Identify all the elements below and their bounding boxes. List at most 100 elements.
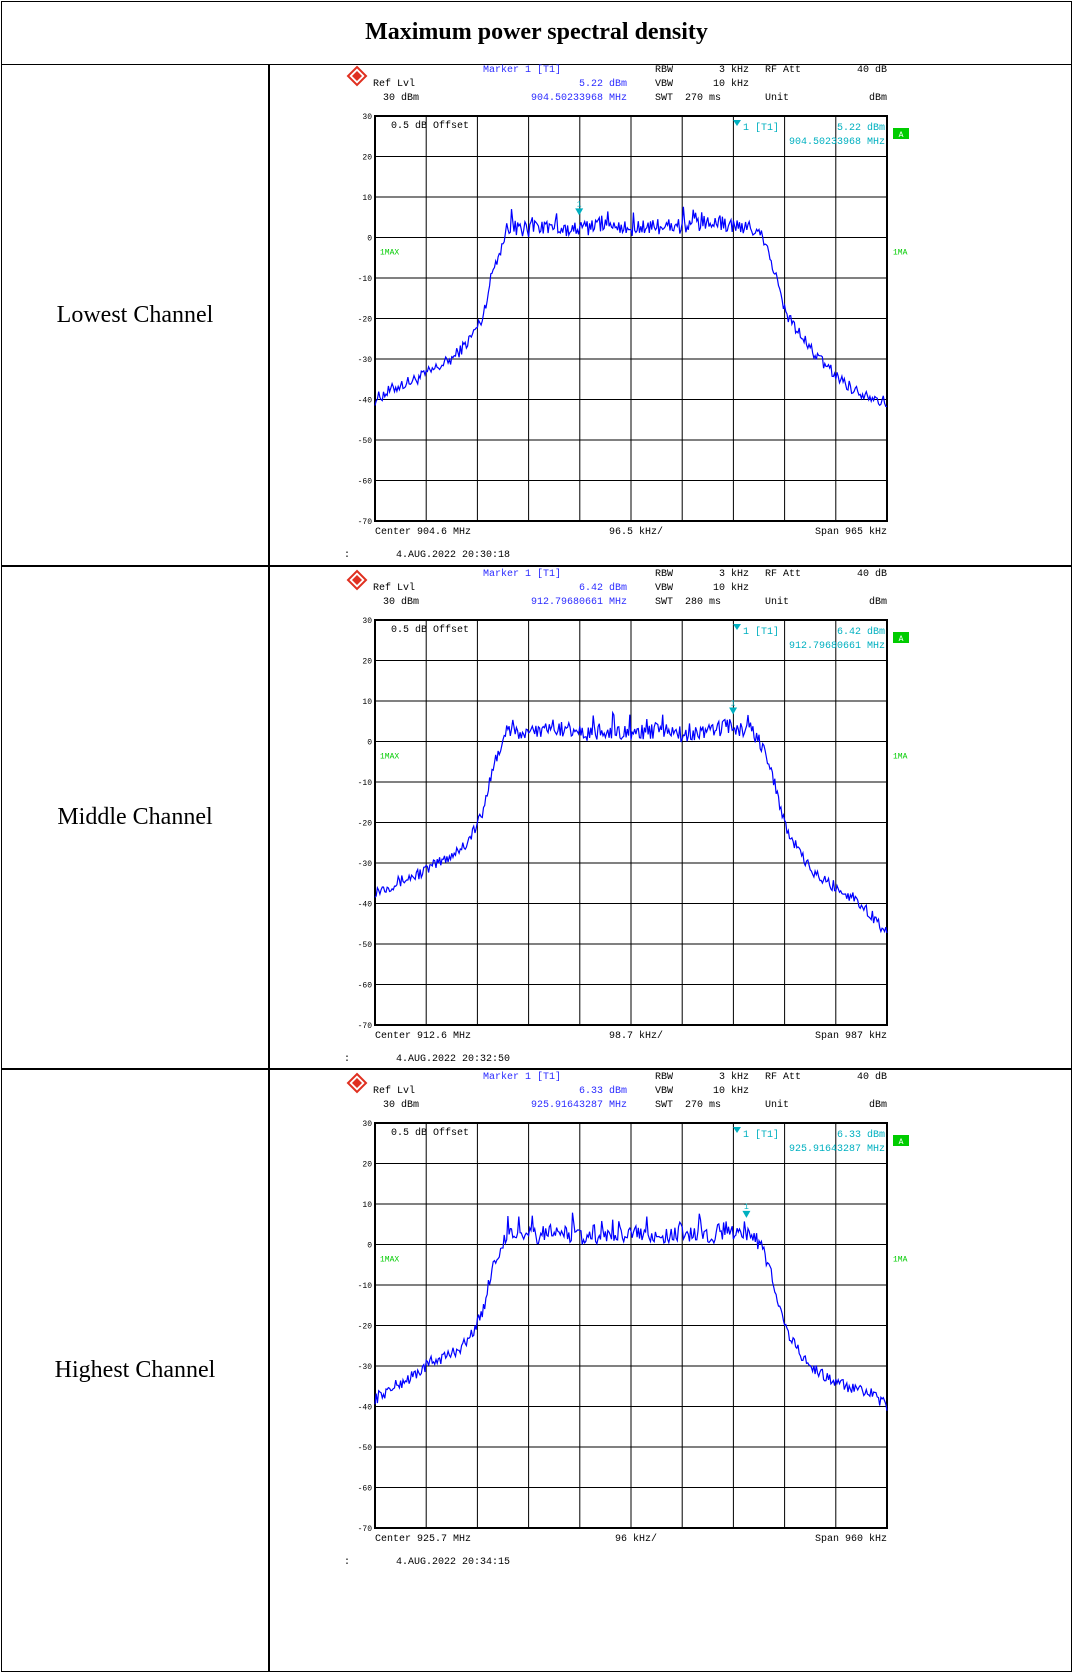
marker-level: 5.22 dBm (579, 78, 627, 90)
y-tick-label: -30 (358, 860, 373, 869)
trace-label-left: 1MAX (380, 753, 399, 762)
y-tick-label: -40 (358, 901, 373, 910)
y-tick-label: 10 (362, 698, 372, 707)
marker-readout-tag: 1 [T1] (743, 626, 779, 638)
y-tick-label: 10 (362, 194, 372, 203)
rf-att-value: 40 dB (857, 1071, 887, 1083)
marker-readout-freq: 904.50233968 MHz (789, 137, 885, 148)
marker-level: 6.42 dBm (579, 582, 627, 594)
offset-label: 0.5 dB Offset (391, 1127, 469, 1139)
trace-marker-number: 1 (744, 1203, 749, 1212)
trace-marker-number: 1 (731, 699, 736, 708)
date-value: 4.AUG.2022 20:30:18 (396, 550, 510, 561)
marker-readout-tag: 1 [T1] (743, 1129, 779, 1141)
y-tick-label: 20 (362, 1161, 372, 1170)
y-tick-label: 30 (362, 113, 372, 122)
y-tick-label: 20 (362, 154, 372, 163)
unit-label: Unit (765, 92, 789, 104)
vbw-label: VBW (655, 583, 673, 594)
marker-freq: 912.79680661 MHz (531, 597, 627, 608)
y-tick-label: -60 (358, 478, 373, 487)
y-tick-label: -50 (358, 941, 373, 950)
y-tick-label: -30 (358, 356, 373, 365)
swt-value: 280 ms (685, 597, 721, 608)
trace-label-right: 1MA (893, 753, 908, 762)
y-tick-label: -70 (358, 1022, 373, 1031)
unit-value: dBm (869, 92, 887, 104)
ref-lvl-value: 30 dBm (383, 596, 419, 608)
column-divider (268, 65, 270, 1672)
ref-lvl-label: Ref Lvl (373, 582, 415, 594)
trace-label-left: 1MAX (380, 1256, 399, 1265)
vbw-value: 10 kHz (713, 1085, 749, 1097)
unit-value: dBm (869, 1099, 887, 1111)
y-tick-label: -60 (358, 1485, 373, 1494)
marker-title: Marker 1 [T1] (483, 568, 561, 580)
y-tick-label: 20 (362, 658, 372, 667)
y-tick-label: -30 (358, 1363, 373, 1372)
marker-readout-icon (733, 624, 741, 630)
y-tick-label: -40 (358, 397, 373, 406)
rbw-value: 3 kHz (719, 64, 749, 76)
y-tick-label: -10 (358, 275, 373, 284)
rf-att-value: 40 dB (857, 568, 887, 580)
y-tick-label: -20 (358, 820, 373, 829)
badge-a (893, 128, 909, 139)
y-tick-label: -70 (358, 1525, 373, 1534)
trace-label-right: 1MA (893, 249, 908, 258)
marker-freq: 925.91643287 MHz (531, 1100, 627, 1111)
y-tick-label: -20 (358, 316, 373, 325)
trace-marker-icon (575, 208, 584, 216)
date-label: Date: (345, 1054, 350, 1065)
ref-lvl-label: Ref Lvl (373, 1085, 415, 1097)
vbw-value: 10 kHz (713, 582, 749, 594)
span: Span 960 kHz (815, 1533, 887, 1545)
unit-label: Unit (765, 1099, 789, 1111)
spectrum-trace (374, 710, 888, 934)
rs-logo-icon (346, 65, 368, 87)
trace-marker-number: 1 (577, 200, 582, 209)
row-divider (1, 1068, 1072, 1070)
marker-title: Marker 1 [T1] (483, 64, 561, 76)
marker-readout-tag: 1 [T1] (743, 122, 779, 134)
vbw-value: 10 kHz (713, 78, 749, 90)
trace-label-left: 1MAX (380, 249, 399, 258)
row-divider (1, 565, 1072, 567)
vbw-label: VBW (655, 1086, 673, 1097)
spectrum-plot-lowest: Ref Lvl 30 dBm Marker 1 [T1] 5.22 dBm 904.50… (320, 62, 1068, 598)
y-tick-label: -50 (358, 1444, 373, 1453)
row-label-lowest: Lowest Channel (56, 301, 214, 328)
badge-a (893, 1135, 909, 1146)
span: Span 987 kHz (815, 1030, 887, 1042)
badge-a-label: A (899, 635, 904, 644)
offset-label: 0.5 dB Offset (391, 120, 469, 132)
rf-att-value: 40 dB (857, 64, 887, 76)
marker-readout-level: 6.33 dBm (837, 1129, 885, 1141)
rf-att-label: RF Att (765, 65, 801, 76)
rbw-value: 3 kHz (719, 568, 749, 580)
rf-att-label: RF Att (765, 1072, 801, 1083)
marker-readout-icon (733, 120, 741, 126)
marker-readout-icon (733, 1127, 741, 1133)
spectrum-trace (374, 206, 888, 408)
center-freq: Center 912.6 MHz (375, 1031, 471, 1042)
per-div: 98.7 kHz/ (609, 1030, 663, 1042)
swt-value: 270 ms (685, 93, 721, 104)
table-title: Maximum power spectral density (1, 1, 1072, 65)
spectrum-plot-highest: Ref Lvl 30 dBm Marker 1 [T1] 6.33 dBm 925.91… (320, 1069, 1068, 1605)
y-tick-label: 10 (362, 1201, 372, 1210)
y-tick-label: -70 (358, 518, 373, 527)
row-label-middle: Middle Channel (57, 803, 213, 830)
y-tick-label: 0 (367, 739, 372, 748)
rbw-label: RBW (655, 65, 673, 76)
date-label: Date: (345, 550, 350, 561)
ref-lvl-value: 30 dBm (383, 1099, 419, 1111)
swt-label: SWT (655, 1100, 673, 1111)
spectrum-svg: Ref Lvl 30 dBm Marker 1 [T1] 6.42 dBm 912.79… (320, 568, 909, 1065)
trace-label-right: 1MA (893, 1256, 908, 1265)
spectrum-plot-middle: Ref Lvl 30 dBm Marker 1 [T1] 6.42 dBm 912.79… (320, 566, 1068, 1102)
ref-lvl-label: Ref Lvl (373, 78, 415, 90)
marker-readout-freq: 925.91643287 MHz (789, 1144, 885, 1155)
